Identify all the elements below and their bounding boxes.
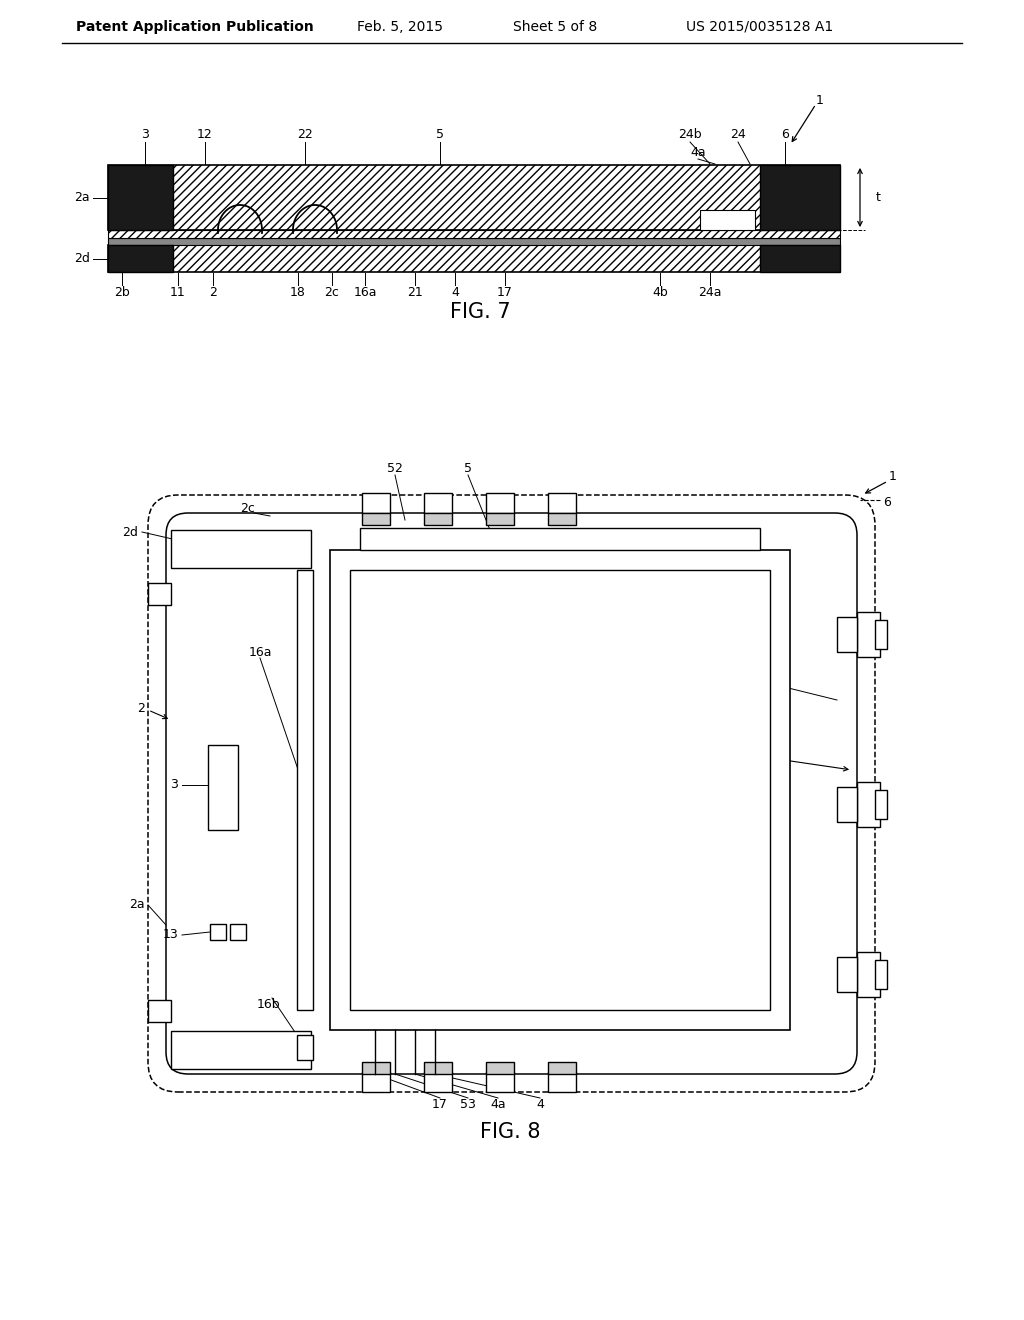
Text: 5d: 5d <box>472 854 488 866</box>
Text: 4: 4 <box>451 285 459 298</box>
Text: 17: 17 <box>432 1098 447 1111</box>
Bar <box>486 513 514 525</box>
Bar <box>700 210 755 230</box>
Bar <box>424 492 452 513</box>
Bar <box>760 246 840 272</box>
Bar <box>360 528 760 550</box>
Bar <box>874 960 887 989</box>
Bar <box>874 620 887 649</box>
Text: 1: 1 <box>816 94 824 107</box>
Bar <box>760 165 840 230</box>
Text: 6: 6 <box>781 128 788 141</box>
Text: 2d: 2d <box>74 252 90 265</box>
Bar <box>424 513 452 525</box>
FancyBboxPatch shape <box>166 513 857 1074</box>
Bar <box>837 616 857 652</box>
Bar <box>548 1072 575 1092</box>
Bar <box>424 1063 452 1074</box>
Text: 2c: 2c <box>241 502 255 515</box>
Text: FIG. 7: FIG. 7 <box>450 302 510 322</box>
Text: 16a: 16a <box>353 285 377 298</box>
Text: 2d: 2d <box>122 525 138 539</box>
Bar <box>548 492 575 513</box>
Text: 22: 22 <box>297 128 313 141</box>
Text: Feb. 5, 2015: Feb. 5, 2015 <box>357 20 443 34</box>
Text: 52: 52 <box>387 462 402 475</box>
Bar <box>297 1035 313 1060</box>
Bar <box>210 924 226 940</box>
Text: 4: 4 <box>536 1098 544 1111</box>
Bar <box>362 513 390 525</box>
Text: Sheet 5 of 8: Sheet 5 of 8 <box>513 20 597 34</box>
Bar <box>548 513 575 525</box>
Bar <box>874 789 887 818</box>
Text: Patent Application Publication: Patent Application Publication <box>76 20 314 34</box>
Bar <box>837 957 857 993</box>
Bar <box>108 230 840 238</box>
Text: 3: 3 <box>141 128 148 141</box>
Bar <box>486 492 514 513</box>
Text: 5: 5 <box>436 128 444 141</box>
Text: t: t <box>876 191 881 205</box>
Bar <box>171 531 311 568</box>
Bar <box>548 1063 575 1074</box>
Text: 17: 17 <box>497 285 513 298</box>
Text: 3: 3 <box>170 779 178 792</box>
Bar <box>330 550 790 1030</box>
Text: 5b: 5b <box>522 723 538 737</box>
Bar <box>230 924 246 940</box>
Bar <box>148 1001 171 1022</box>
Bar <box>486 1063 514 1074</box>
Text: 51: 51 <box>692 656 708 668</box>
Text: US 2015/0035128 A1: US 2015/0035128 A1 <box>686 20 834 34</box>
Bar <box>108 246 173 272</box>
Text: FIG. 8: FIG. 8 <box>480 1122 541 1142</box>
Bar <box>362 1072 390 1092</box>
Text: 2c: 2c <box>325 285 339 298</box>
Text: 16b: 16b <box>256 998 280 1011</box>
Bar <box>108 238 840 246</box>
Text: 12: 12 <box>198 128 213 141</box>
Text: 2: 2 <box>209 285 217 298</box>
Text: 24b: 24b <box>528 684 552 697</box>
Text: 21: 21 <box>408 285 423 298</box>
Text: 24a: 24a <box>698 285 722 298</box>
Text: 24b: 24b <box>678 128 701 141</box>
Text: 2a: 2a <box>75 191 90 205</box>
Bar <box>837 787 857 822</box>
Bar <box>171 1031 311 1069</box>
Text: 16a: 16a <box>248 645 271 659</box>
Bar <box>857 612 880 657</box>
Text: 6: 6 <box>883 495 891 508</box>
Bar <box>857 952 880 997</box>
Text: 4b: 4b <box>652 285 668 298</box>
Bar <box>350 570 770 1010</box>
Bar <box>108 246 840 272</box>
Text: 18: 18 <box>290 285 306 298</box>
Text: 4a: 4a <box>490 1098 506 1111</box>
Text: 11: 11 <box>170 285 186 298</box>
Text: 13: 13 <box>162 928 178 941</box>
Text: 1: 1 <box>889 470 897 483</box>
Bar <box>362 492 390 513</box>
Bar <box>424 1072 452 1092</box>
Bar <box>208 744 238 830</box>
Text: 4a: 4a <box>690 145 706 158</box>
Bar <box>148 583 171 605</box>
Bar <box>857 781 880 828</box>
Text: 24: 24 <box>732 743 748 756</box>
Text: 2: 2 <box>137 701 145 714</box>
Text: 5a: 5a <box>408 723 423 737</box>
Text: 53: 53 <box>460 1098 476 1111</box>
Bar <box>297 570 313 1010</box>
Text: 5c: 5c <box>472 623 487 636</box>
Text: 24: 24 <box>730 128 745 141</box>
Bar <box>108 165 840 230</box>
Text: 2a: 2a <box>129 899 145 912</box>
Text: 2b: 2b <box>114 285 130 298</box>
Bar <box>362 1063 390 1074</box>
Bar <box>108 165 173 230</box>
Text: 5: 5 <box>464 462 472 475</box>
Bar <box>486 1072 514 1092</box>
